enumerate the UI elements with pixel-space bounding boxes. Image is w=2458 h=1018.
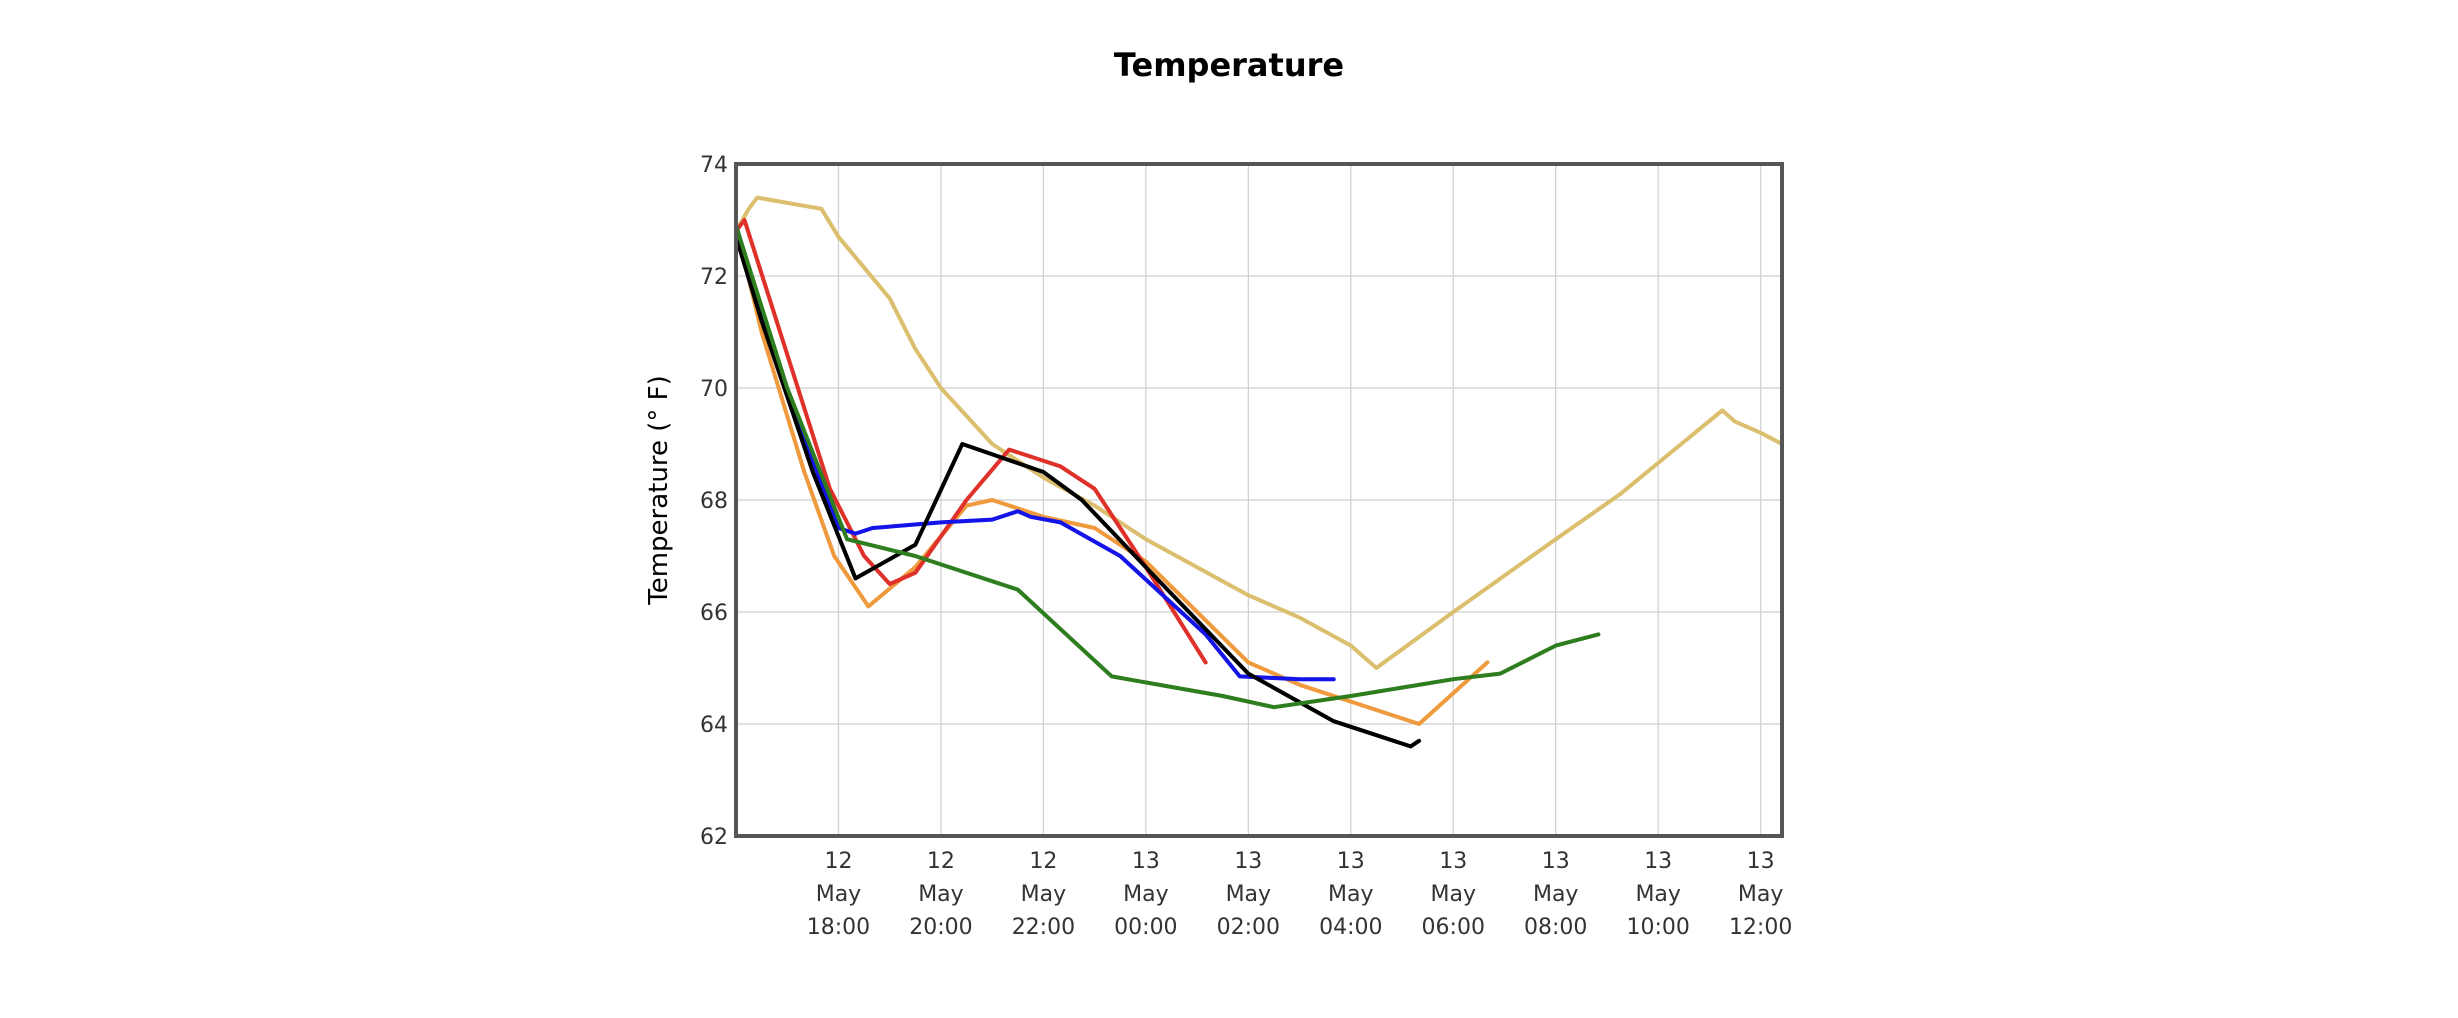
y-tick-label: 70 [700,377,728,402]
x-tick-label: 13 May 08:00 [1524,849,1587,940]
x-tick-label: 13 May 06:00 [1422,849,1485,940]
x-tick-label: 13 May 02:00 [1217,849,1280,940]
y-tick-label: 62 [700,825,728,850]
series-line-2 [734,223,1490,726]
y-tick-label: 72 [700,265,728,290]
y-tick-label: 66 [700,601,728,626]
series-line-1 [734,195,1784,670]
x-tick-label: 13 May 04:00 [1319,849,1382,940]
series-line-3 [734,218,1208,665]
y-axis-ticks: 62 64 66 68 70 72 74 [700,153,728,850]
grid-lines [736,163,1782,837]
y-axis-label: Temperature (° F) [644,375,674,605]
series-line-shadow [734,195,1784,670]
x-tick-label: 13 May 12:00 [1729,849,1792,940]
x-tick-label: 12 May 18:00 [807,849,870,940]
series-line-5 [734,234,1422,749]
x-tick-label: 12 May 22:00 [1012,849,1075,940]
y-tick-label: 74 [700,153,728,178]
plot-frame [734,162,1784,838]
y-tick-label: 68 [700,489,728,514]
x-axis-ticks: 12 May 18:00 12 May 20:00 12 May 22:00 13 May 00:00… [807,849,1793,940]
x-tick-label: 13 May 10:00 [1626,849,1689,940]
series-line-shadow [734,223,1490,726]
y-tick-label: 64 [700,713,728,738]
series-line-6 [734,223,1601,710]
x-tick-label: 13 May 00:00 [1114,849,1177,940]
series-line-4 [734,223,1336,682]
x-tick-label: 12 May 20:00 [909,849,972,940]
series-lines [734,195,1784,749]
series-line-shadow [734,223,1336,682]
chart-title: Temperature [1113,46,1345,84]
series-line-shadow [734,223,1601,710]
